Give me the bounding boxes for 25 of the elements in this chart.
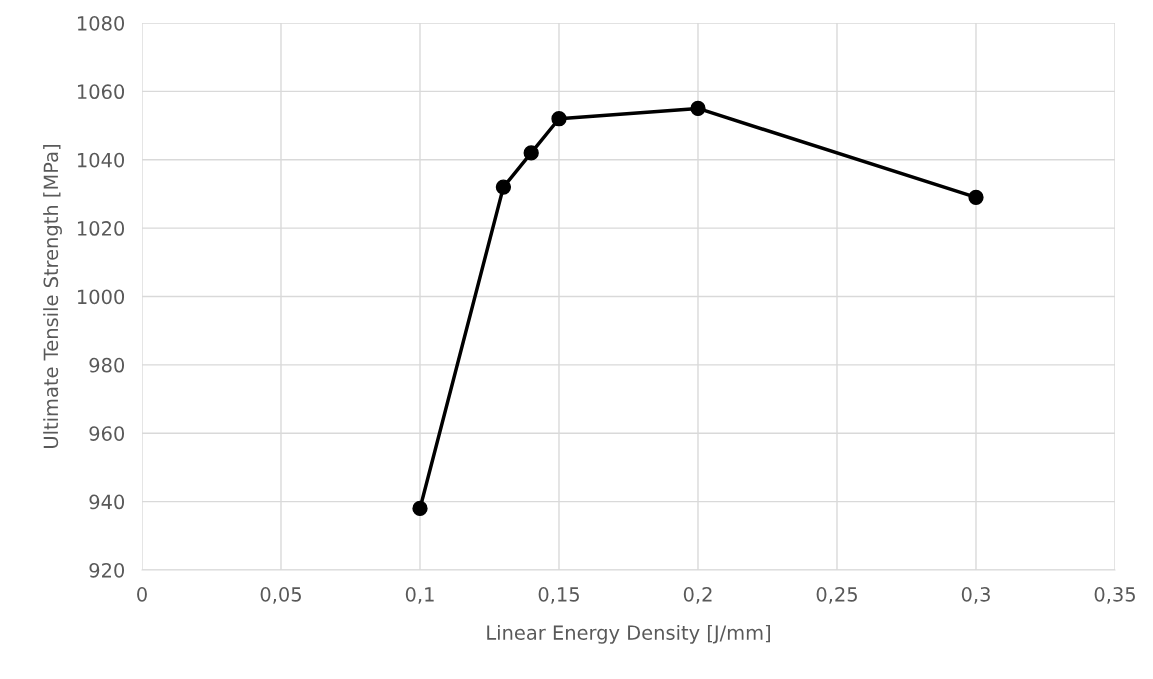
x-tick-label: 0,25 bbox=[816, 587, 857, 604]
point bbox=[412, 500, 428, 517]
y-axis-title: Ultimate Tensile Strength [MPa] bbox=[43, 145, 62, 448]
y-tick-label: 1040 bbox=[77, 152, 125, 168]
x-tick-label: 0,05 bbox=[260, 587, 301, 604]
point bbox=[690, 100, 706, 117]
y-tick-label: 1020 bbox=[77, 221, 125, 236]
y-tick-label: 1080 bbox=[77, 15, 125, 31]
y-tick-label: 980 bbox=[89, 357, 125, 373]
x-tick-label: 0,15 bbox=[538, 587, 579, 604]
point bbox=[495, 179, 512, 195]
point bbox=[551, 111, 567, 127]
y-tick-label: 1060 bbox=[77, 84, 125, 100]
x-tick-label: 0,3 bbox=[961, 587, 990, 604]
y-tick-label: 940 bbox=[89, 494, 125, 510]
x-tick-label: 0,2 bbox=[683, 587, 712, 604]
x-tick-label: 0 bbox=[137, 587, 147, 602]
x-axis-title: Linear Energy Density [J/mm] bbox=[487, 624, 770, 644]
y-tick-label: 920 bbox=[89, 562, 125, 578]
point bbox=[968, 189, 984, 205]
y-tick-label: 960 bbox=[89, 426, 125, 441]
x-tick-label: 0,35 bbox=[1094, 587, 1135, 604]
x-tick-label: 0,1 bbox=[405, 587, 434, 604]
y-tick-label: 1000 bbox=[77, 289, 125, 305]
point bbox=[523, 145, 539, 161]
